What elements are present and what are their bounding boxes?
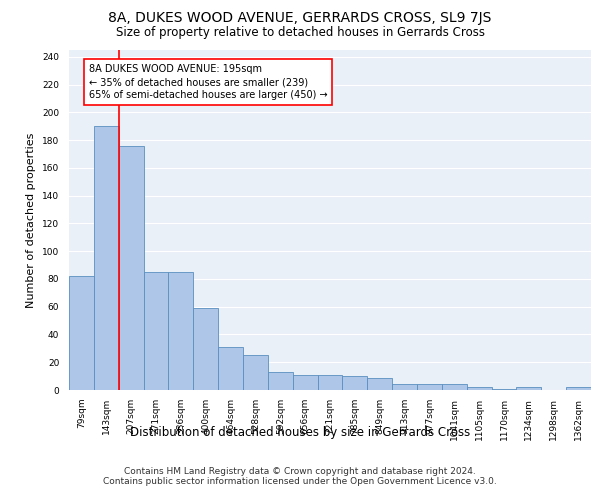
Bar — [218, 347, 243, 390]
Bar — [94, 126, 119, 390]
Bar — [343, 376, 367, 390]
Bar — [143, 272, 169, 390]
Bar — [442, 384, 467, 390]
Bar — [293, 374, 317, 390]
Bar — [367, 378, 392, 390]
Bar — [193, 308, 218, 390]
Bar — [566, 387, 591, 390]
Y-axis label: Number of detached properties: Number of detached properties — [26, 132, 37, 308]
Bar — [169, 272, 193, 390]
Bar — [517, 387, 541, 390]
Bar — [69, 276, 94, 390]
Text: 8A, DUKES WOOD AVENUE, GERRARDS CROSS, SL9 7JS: 8A, DUKES WOOD AVENUE, GERRARDS CROSS, S… — [109, 11, 491, 25]
Bar — [268, 372, 293, 390]
Text: Contains HM Land Registry data © Crown copyright and database right 2024.: Contains HM Land Registry data © Crown c… — [124, 467, 476, 476]
Bar — [243, 356, 268, 390]
Bar — [417, 384, 442, 390]
Text: Distribution of detached houses by size in Gerrards Cross: Distribution of detached houses by size … — [130, 426, 470, 439]
Bar — [467, 387, 491, 390]
Bar — [119, 146, 143, 390]
Bar — [392, 384, 417, 390]
Text: Size of property relative to detached houses in Gerrards Cross: Size of property relative to detached ho… — [115, 26, 485, 39]
Text: Contains public sector information licensed under the Open Government Licence v3: Contains public sector information licen… — [103, 477, 497, 486]
Bar — [491, 388, 517, 390]
Text: 8A DUKES WOOD AVENUE: 195sqm
← 35% of detached houses are smaller (239)
65% of s: 8A DUKES WOOD AVENUE: 195sqm ← 35% of de… — [89, 64, 328, 100]
Bar — [317, 374, 343, 390]
